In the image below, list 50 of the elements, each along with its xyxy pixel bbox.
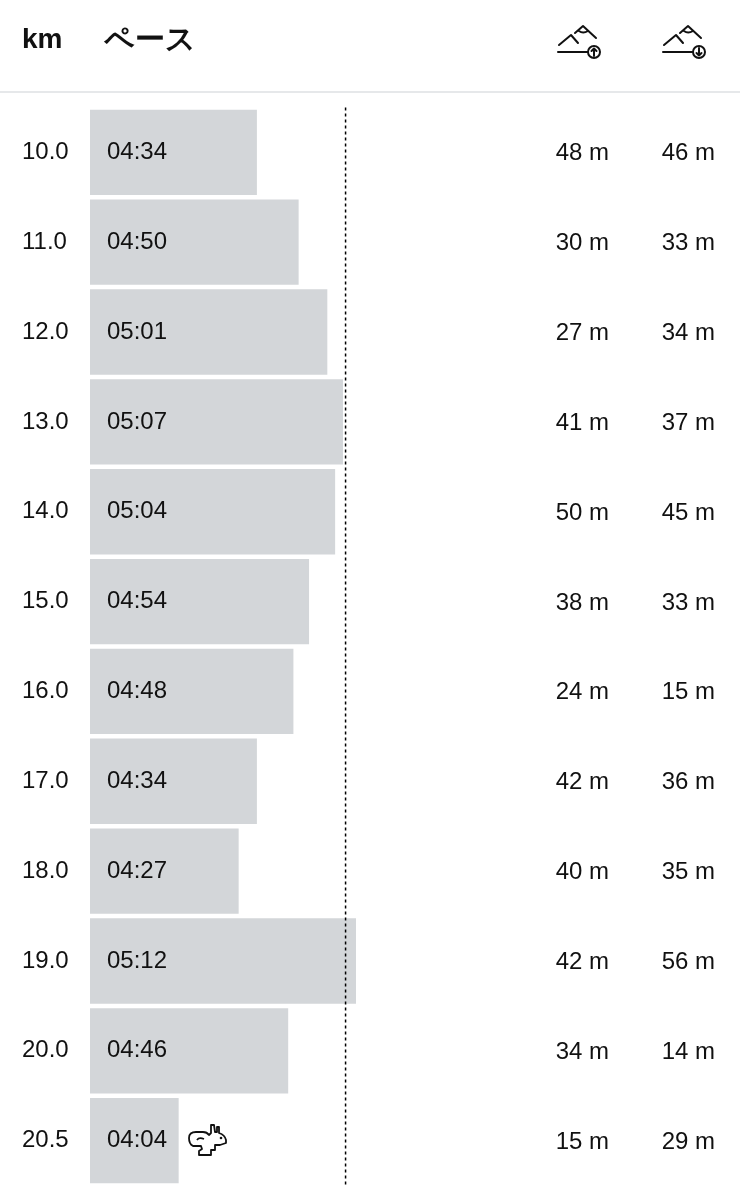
data-label: 05:12 [107,945,168,973]
data-label: 04:27 [107,855,168,883]
text: 45 m [661,496,715,527]
text: 38 m [555,586,609,617]
data-label: 04:34 [107,136,168,164]
data-label: 05:01 [107,316,168,344]
y-tick-label: 12.0 [22,316,69,344]
y-tick-label: 19.0 [22,945,69,973]
y-tick-label: 11.0 [22,226,67,254]
data-label: 04:48 [107,676,168,704]
data-label: 04:50 [107,226,168,254]
text: 30 m [555,227,609,258]
text: 42 m [555,945,609,976]
data-label: 04:46 [107,1035,168,1063]
text: 37 m [661,406,715,437]
y-tick-label: 16.0 [22,676,69,704]
y-tick-label: 20.0 [22,1035,69,1063]
text: 48 m [555,137,609,168]
text: 46 m [661,137,715,168]
text: 14 m [661,1035,715,1066]
y-tick-label: 20.5 [22,1125,69,1153]
data-label: 04:04 [107,1125,168,1153]
text: 34 m [555,1035,609,1066]
y-tick-label: 14.0 [22,496,69,524]
data-label: 05:07 [107,406,168,434]
y-tick-label: 13.0 [22,406,69,434]
text: 56 m [661,945,715,976]
text: 33 m [661,586,715,617]
text: 27 m [555,317,609,347]
text: 15 m [661,676,715,707]
y-tick-label: 17.0 [22,765,69,793]
text: 50 m [555,496,609,527]
text: 35 m [661,856,715,887]
x-axis-title: ペース [104,22,196,55]
data-label: 04:34 [107,765,168,793]
y-tick-label: 18.0 [22,855,69,883]
text: 40 m [555,856,609,887]
y-tick-label: 15.0 [22,586,69,614]
data-label: 04:54 [107,586,168,614]
text: 15 m [555,1125,609,1156]
y-axis-title: km [22,23,63,55]
y-tick-label: 10.0 [22,136,69,164]
text: 36 m [661,766,715,797]
text: 42 m [555,766,609,797]
text: 34 m [661,317,715,347]
text: 29 m [661,1125,715,1156]
data-label: 05:04 [107,496,168,524]
text: 33 m [661,227,715,258]
text: 41 m [555,406,609,437]
text: 24 m [555,676,609,707]
